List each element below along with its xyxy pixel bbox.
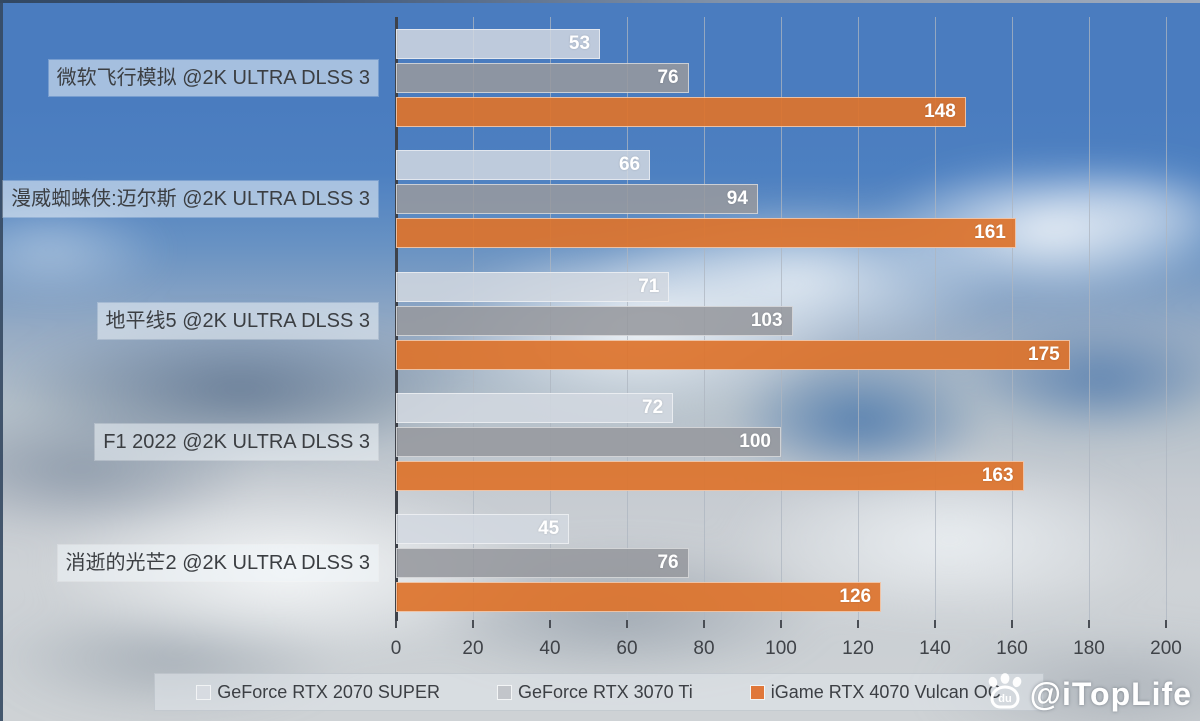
- category-label: 漫威蜘蛛侠:迈尔斯 @2K ULTRA DLSS 3: [3, 181, 378, 218]
- x-axis-tick-label: 0: [390, 638, 402, 659]
- bar-series2-row1: 76: [396, 63, 689, 93]
- bar-series3-row5: 126: [396, 582, 882, 613]
- watermark: du @iTopLife: [983, 672, 1192, 716]
- x-axis-tick: [472, 620, 474, 628]
- x-axis-tick-label: 100: [765, 638, 797, 659]
- x-axis-tick: [780, 620, 782, 628]
- category-label: 地平线5 @2K ULTRA DLSS 3: [97, 302, 378, 339]
- legend-item-1: GeForce RTX 2070 SUPER: [197, 682, 440, 703]
- bar-value-label: 100: [739, 430, 771, 452]
- bar-series3-row2: 161: [396, 218, 1016, 249]
- category-label: 微软飞行模拟 @2K ULTRA DLSS 3: [48, 60, 378, 96]
- bar-value-label: 53: [568, 33, 591, 54]
- x-axis-tick-label: 200: [1150, 638, 1182, 659]
- legend-swatch: [497, 685, 511, 699]
- bar-value-label: 72: [642, 396, 664, 418]
- bar-value-label: 175: [1028, 343, 1060, 365]
- legend-item-3: iGame RTX 4070 Vulcan OC: [750, 681, 1001, 703]
- gridline: [1165, 17, 1167, 620]
- bar-value-label: 161: [974, 222, 1006, 244]
- legend-label: iGame RTX 4070 Vulcan OC: [770, 681, 1001, 702]
- legend-label: GeForce RTX 2070 SUPER: [217, 681, 440, 702]
- bar-series3-row1: 148: [396, 97, 966, 127]
- x-axis-tick-label: 20: [462, 638, 484, 659]
- bar-series2-row4: 100: [396, 426, 781, 457]
- x-axis-tick-label: 180: [1073, 638, 1105, 659]
- svg-text:du: du: [998, 693, 1011, 705]
- bar-value-label: 76: [657, 552, 679, 574]
- bar-value-label: 148: [924, 101, 956, 122]
- left-edge-border: [0, 0, 3, 721]
- bar-value-label: 163: [981, 464, 1014, 486]
- x-axis-tick: [934, 620, 936, 628]
- x-axis-tick-label: 140: [919, 638, 951, 659]
- x-axis-tick-label: 60: [616, 638, 638, 659]
- gridline: [934, 17, 936, 620]
- bar-series2-row3: 103: [396, 305, 793, 336]
- category-label: F1 2022 @2K ULTRA DLSS 3: [95, 423, 378, 460]
- chart-legend: GeForce RTX 2070 SUPER GeForce RTX 3070 T…: [154, 673, 1044, 711]
- bar-series3-row4: 163: [396, 460, 1024, 491]
- legend-label: GeForce RTX 3070 Ti: [517, 681, 693, 702]
- top-edge-border: [0, 0, 1200, 3]
- legend-swatch: [750, 685, 764, 699]
- bar-series1-row5: 45: [396, 514, 570, 545]
- plot-area: 0 20 40 60 80 100 120 140 160 180 200 53 76 148 66 94 16…: [391, 17, 1182, 659]
- bar-value-label: 94: [726, 188, 748, 210]
- gridline: [1011, 17, 1013, 620]
- x-axis-tick: [395, 620, 397, 628]
- watermark-handle: @iTopLife: [1029, 675, 1192, 712]
- bar-series1-row4: 72: [396, 392, 674, 423]
- x-axis-tick: [1088, 620, 1090, 628]
- gridline: [857, 17, 859, 620]
- bar-series1-row2: 66: [396, 150, 651, 181]
- bar-value-label: 45: [538, 518, 560, 540]
- bar-series2-row5: 76: [396, 548, 689, 579]
- gridline: [1088, 17, 1090, 620]
- x-axis-tick: [703, 620, 705, 628]
- bar-value-label: 71: [638, 275, 660, 297]
- x-axis-tick: [626, 620, 628, 628]
- category-label: 消逝的光芒2 @2K ULTRA DLSS 3: [57, 545, 378, 582]
- bar-value-label: 66: [618, 154, 641, 176]
- bar-series1-row1: 53: [396, 29, 601, 59]
- bar-series3-row3: 175: [396, 339, 1070, 370]
- x-axis-tick: [549, 620, 551, 628]
- legend-swatch: [197, 685, 211, 699]
- bar-series1-row3: 71: [396, 271, 670, 302]
- x-axis-tick: [1011, 620, 1013, 628]
- x-axis-tick-label: 80: [693, 638, 715, 659]
- x-axis-tick: [857, 620, 859, 628]
- x-axis-tick-label: 120: [842, 638, 874, 659]
- x-axis-tick-label: 160: [996, 638, 1028, 659]
- bar-value-label: 126: [839, 586, 872, 608]
- legend-item-2: GeForce RTX 3070 Ti: [497, 681, 693, 703]
- bar-value-label: 76: [657, 67, 679, 88]
- baidu-paw-icon: du: [988, 673, 1022, 709]
- x-axis-tick: [1165, 620, 1167, 628]
- bar-series2-row2: 94: [396, 184, 758, 215]
- x-axis-tick-label: 40: [539, 638, 561, 659]
- bar-value-label: 103: [750, 309, 783, 331]
